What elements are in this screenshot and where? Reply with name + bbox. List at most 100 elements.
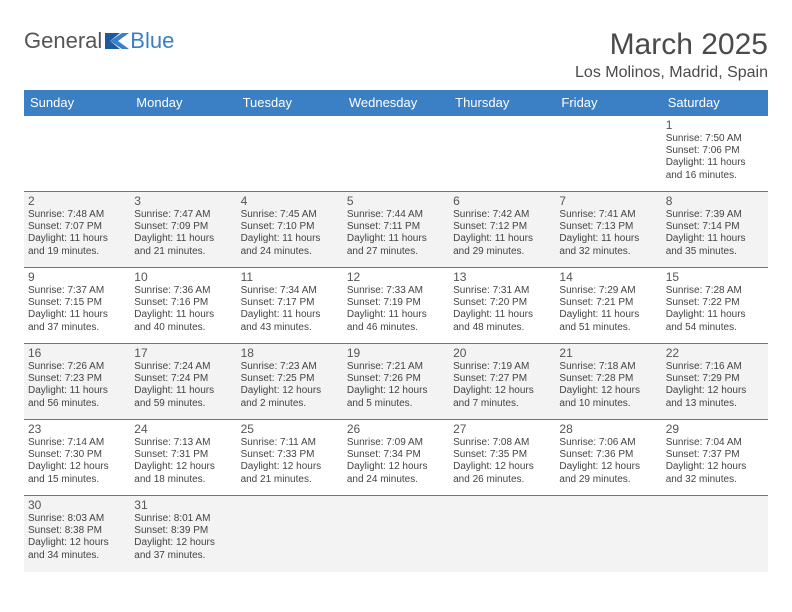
sunrise-text: Sunrise: 7:48 AM xyxy=(28,209,126,221)
calendar-day-cell: 12Sunrise: 7:33 AMSunset: 7:19 PMDayligh… xyxy=(343,268,449,344)
daylight-text: Daylight: 11 hours xyxy=(666,233,764,245)
calendar-day-cell xyxy=(343,116,449,192)
daylight-text: Daylight: 12 hours xyxy=(347,385,445,397)
sunrise-text: Sunrise: 7:16 AM xyxy=(666,361,764,373)
day-number: 4 xyxy=(241,194,339,208)
daylight-text: and 46 minutes. xyxy=(347,322,445,334)
sunrise-text: Sunrise: 7:44 AM xyxy=(347,209,445,221)
calendar-day-cell: 15Sunrise: 7:28 AMSunset: 7:22 PMDayligh… xyxy=(662,268,768,344)
daylight-text: Daylight: 12 hours xyxy=(134,537,232,549)
daylight-text: Daylight: 11 hours xyxy=(241,309,339,321)
calendar-day-cell xyxy=(555,496,661,572)
calendar-day-cell: 3Sunrise: 7:47 AMSunset: 7:09 PMDaylight… xyxy=(130,192,236,268)
day-number: 8 xyxy=(666,194,764,208)
day-number: 18 xyxy=(241,346,339,360)
sunrise-text: Sunrise: 7:39 AM xyxy=(666,209,764,221)
sunrise-text: Sunrise: 7:31 AM xyxy=(453,285,551,297)
day-number: 1 xyxy=(666,118,764,132)
day-number: 28 xyxy=(559,422,657,436)
daylight-text: and 29 minutes. xyxy=(453,246,551,258)
daylight-text: and 19 minutes. xyxy=(28,246,126,258)
daylight-text: Daylight: 11 hours xyxy=(134,233,232,245)
day-number: 10 xyxy=(134,270,232,284)
title-block: March 2025 Los Molinos, Madrid, Spain xyxy=(575,28,768,82)
day-number: 11 xyxy=(241,270,339,284)
daylight-text: and 15 minutes. xyxy=(28,474,126,486)
day-number: 22 xyxy=(666,346,764,360)
sunset-text: Sunset: 7:22 PM xyxy=(666,297,764,309)
day-number: 6 xyxy=(453,194,551,208)
daylight-text: and 18 minutes. xyxy=(134,474,232,486)
calendar-day-cell: 18Sunrise: 7:23 AMSunset: 7:25 PMDayligh… xyxy=(237,344,343,420)
sunset-text: Sunset: 7:29 PM xyxy=(666,373,764,385)
sunset-text: Sunset: 7:17 PM xyxy=(241,297,339,309)
daylight-text: Daylight: 11 hours xyxy=(134,309,232,321)
weekday-header: Friday xyxy=(555,90,661,116)
day-number: 2 xyxy=(28,194,126,208)
daylight-text: Daylight: 12 hours xyxy=(241,385,339,397)
sunset-text: Sunset: 7:24 PM xyxy=(134,373,232,385)
day-number: 30 xyxy=(28,498,126,512)
sunset-text: Sunset: 7:37 PM xyxy=(666,449,764,461)
sunset-text: Sunset: 7:25 PM xyxy=(241,373,339,385)
day-number: 23 xyxy=(28,422,126,436)
day-number: 26 xyxy=(347,422,445,436)
sunset-text: Sunset: 7:09 PM xyxy=(134,221,232,233)
daylight-text: Daylight: 12 hours xyxy=(28,537,126,549)
daylight-text: Daylight: 11 hours xyxy=(666,157,764,169)
daylight-text: and 24 minutes. xyxy=(347,474,445,486)
day-number: 3 xyxy=(134,194,232,208)
daylight-text: Daylight: 11 hours xyxy=(241,233,339,245)
weekday-header-row: Sunday Monday Tuesday Wednesday Thursday… xyxy=(24,90,768,116)
sunset-text: Sunset: 7:21 PM xyxy=(559,297,657,309)
sunset-text: Sunset: 8:38 PM xyxy=(28,525,126,537)
calendar-day-cell: 28Sunrise: 7:06 AMSunset: 7:36 PMDayligh… xyxy=(555,420,661,496)
daylight-text: and 7 minutes. xyxy=(453,398,551,410)
calendar-day-cell: 8Sunrise: 7:39 AMSunset: 7:14 PMDaylight… xyxy=(662,192,768,268)
calendar-day-cell xyxy=(237,496,343,572)
calendar-week-row: 1Sunrise: 7:50 AMSunset: 7:06 PMDaylight… xyxy=(24,116,768,192)
calendar-week-row: 2Sunrise: 7:48 AMSunset: 7:07 PMDaylight… xyxy=(24,192,768,268)
logo: General Blue xyxy=(24,28,174,54)
day-number: 24 xyxy=(134,422,232,436)
daylight-text: Daylight: 11 hours xyxy=(28,233,126,245)
day-number: 31 xyxy=(134,498,232,512)
daylight-text: and 10 minutes. xyxy=(559,398,657,410)
daylight-text: Daylight: 11 hours xyxy=(453,233,551,245)
daylight-text: and 5 minutes. xyxy=(347,398,445,410)
sunset-text: Sunset: 7:30 PM xyxy=(28,449,126,461)
calendar-day-cell: 25Sunrise: 7:11 AMSunset: 7:33 PMDayligh… xyxy=(237,420,343,496)
daylight-text: and 59 minutes. xyxy=(134,398,232,410)
daylight-text: and 21 minutes. xyxy=(134,246,232,258)
sunset-text: Sunset: 7:13 PM xyxy=(559,221,657,233)
daylight-text: and 16 minutes. xyxy=(666,170,764,182)
day-number: 9 xyxy=(28,270,126,284)
calendar-week-row: 9Sunrise: 7:37 AMSunset: 7:15 PMDaylight… xyxy=(24,268,768,344)
daylight-text: and 51 minutes. xyxy=(559,322,657,334)
header: General Blue March 2025 Los Molinos, Mad… xyxy=(24,28,768,82)
daylight-text: and 29 minutes. xyxy=(559,474,657,486)
calendar-day-cell: 27Sunrise: 7:08 AMSunset: 7:35 PMDayligh… xyxy=(449,420,555,496)
calendar-day-cell xyxy=(237,116,343,192)
page-title: March 2025 xyxy=(575,28,768,62)
day-number: 25 xyxy=(241,422,339,436)
day-number: 20 xyxy=(453,346,551,360)
sunrise-text: Sunrise: 7:36 AM xyxy=(134,285,232,297)
weekday-header: Monday xyxy=(130,90,236,116)
logo-text-2: Blue xyxy=(130,28,174,54)
sunset-text: Sunset: 7:33 PM xyxy=(241,449,339,461)
daylight-text: Daylight: 12 hours xyxy=(347,461,445,473)
calendar-day-cell: 31Sunrise: 8:01 AMSunset: 8:39 PMDayligh… xyxy=(130,496,236,572)
sunset-text: Sunset: 7:27 PM xyxy=(453,373,551,385)
daylight-text: and 35 minutes. xyxy=(666,246,764,258)
sunset-text: Sunset: 7:11 PM xyxy=(347,221,445,233)
daylight-text: Daylight: 12 hours xyxy=(666,461,764,473)
daylight-text: and 21 minutes. xyxy=(241,474,339,486)
sunrise-text: Sunrise: 7:33 AM xyxy=(347,285,445,297)
calendar-day-cell: 17Sunrise: 7:24 AMSunset: 7:24 PMDayligh… xyxy=(130,344,236,420)
calendar-day-cell: 13Sunrise: 7:31 AMSunset: 7:20 PMDayligh… xyxy=(449,268,555,344)
daylight-text: and 32 minutes. xyxy=(666,474,764,486)
daylight-text: and 37 minutes. xyxy=(28,322,126,334)
sunset-text: Sunset: 7:20 PM xyxy=(453,297,551,309)
daylight-text: and 54 minutes. xyxy=(666,322,764,334)
